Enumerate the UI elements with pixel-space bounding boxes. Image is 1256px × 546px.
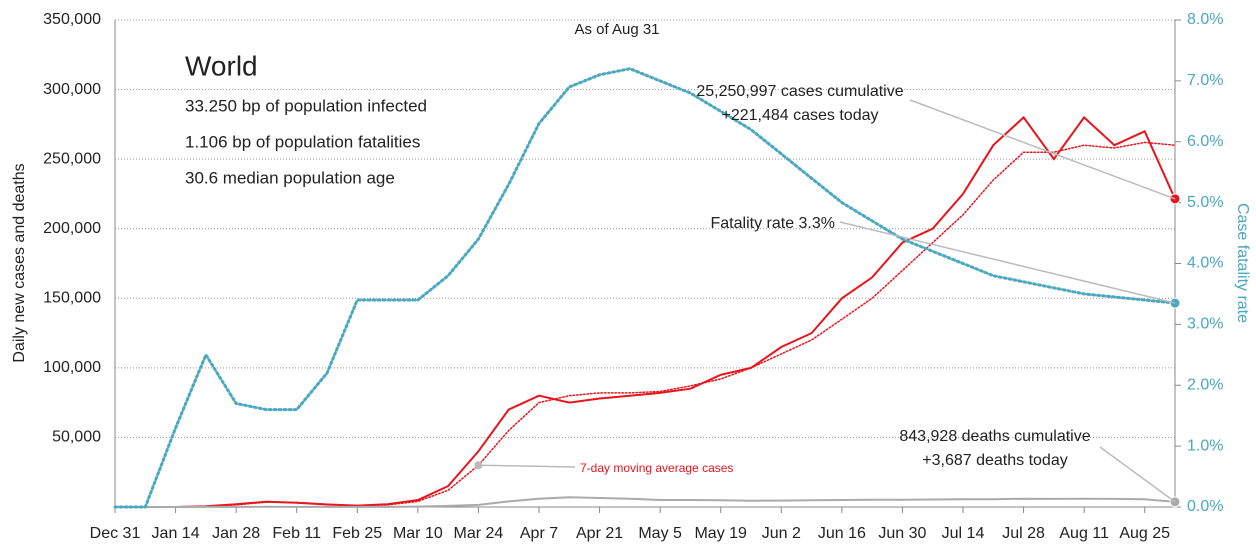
- leader-line: [1099, 446, 1176, 503]
- y2-tick-label: 3.0%: [1187, 316, 1223, 333]
- leader-line: [478, 464, 576, 468]
- y-tick-label: 100,000: [43, 359, 101, 376]
- x-tick-label: Mar 24: [454, 525, 504, 542]
- y-tick-label: 300,000: [43, 81, 101, 98]
- leader-line: [839, 221, 1176, 304]
- y-tick-label: 250,000: [43, 150, 101, 167]
- series-line: [115, 496, 1176, 508]
- y2-tick-label: 0.0%: [1187, 498, 1223, 515]
- x-tick-label: Aug 11: [1059, 525, 1109, 542]
- y-tick-label: 50,000: [52, 429, 101, 446]
- annotation: +221,484 cases today: [721, 107, 878, 124]
- y2-tick-label: 2.0%: [1187, 376, 1223, 393]
- chart-title: World: [185, 50, 258, 81]
- stat: 1.106 bp of population fatalities: [185, 132, 420, 151]
- x-tick-label: Jan 28: [212, 525, 260, 542]
- y2-tick-label: 5.0%: [1187, 194, 1223, 211]
- x-tick-label: May 5: [638, 525, 682, 542]
- y-axis-label: Daily new cases and deaths: [11, 163, 28, 362]
- x-tick-label: Aug 25: [1119, 525, 1170, 542]
- x-tick-label: Dec 31: [90, 525, 141, 542]
- y2-tick-label: 8.0%: [1187, 11, 1223, 28]
- x-tick-label: Jul 14: [942, 525, 985, 542]
- y-tick-label: 150,000: [43, 290, 101, 307]
- annotation: 25,250,997 cases cumulative: [696, 83, 903, 100]
- y2-tick-label: 7.0%: [1187, 72, 1223, 89]
- y2-tick-label: 1.0%: [1187, 437, 1223, 454]
- x-tick-label: Jan 14: [152, 525, 200, 542]
- x-tick-label: Apr 21: [576, 525, 623, 542]
- series-line: [113, 67, 1177, 509]
- annotation: +3,687 deaths today: [922, 452, 1067, 469]
- y2-tick-label: 6.0%: [1187, 133, 1223, 150]
- stat: 33.250 bp of population infected: [185, 96, 427, 115]
- x-tick-label: Feb 11: [272, 525, 321, 542]
- annotation-marker: [474, 461, 483, 470]
- leader-line: [909, 99, 1176, 200]
- x-tick-label: Mar 10: [393, 525, 443, 542]
- y2-axis-label: Case fatality rate: [1234, 203, 1251, 323]
- subtitle: As of Aug 31: [574, 21, 659, 38]
- series-line: [114, 141, 1176, 508]
- y-tick-label: 200,000: [43, 220, 101, 237]
- annotation: 7-day moving average cases: [580, 461, 733, 475]
- x-tick-label: Jun 16: [818, 525, 866, 542]
- x-tick-label: Jul 28: [1002, 525, 1045, 542]
- annotation: 843,928 deaths cumulative: [899, 428, 1090, 445]
- x-tick-label: May 19: [694, 525, 747, 542]
- x-tick-label: Apr 7: [520, 525, 558, 542]
- stat: 30.6 median population age: [185, 168, 395, 187]
- x-tick-label: Jun 30: [878, 525, 926, 542]
- y-tick-label: 350,000: [43, 11, 101, 28]
- annotation: Fatality rate 3.3%: [711, 215, 836, 232]
- x-tick-label: Feb 25: [332, 525, 382, 542]
- y2-tick-label: 4.0%: [1187, 255, 1223, 272]
- x-tick-label: Jun 2: [762, 525, 801, 542]
